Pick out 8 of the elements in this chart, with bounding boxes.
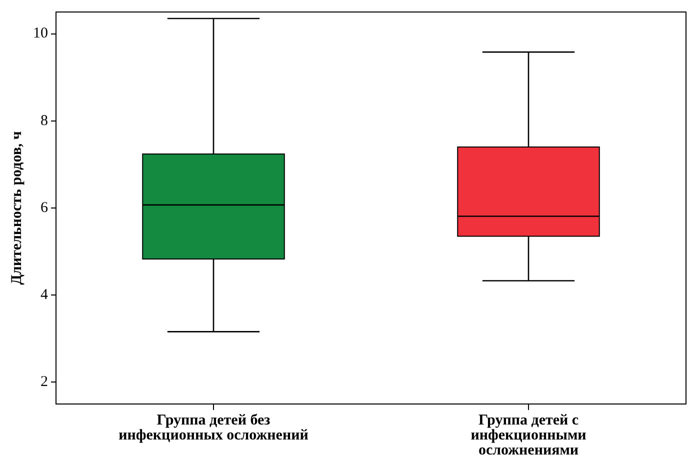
y-tick-label: 4: [40, 287, 48, 304]
y-axis-title: Длительность родов, ч: [8, 130, 25, 285]
y-tick-label: 10: [33, 26, 48, 42]
y-tick-label: 8: [40, 112, 48, 129]
y-tick-label: 2: [40, 374, 48, 390]
x-tick-label: Группа детей без инфекционных осложнений: [118, 412, 309, 444]
x-tick-label: Группа детей с инфекционными осложнениями: [470, 412, 587, 458]
y-tick-label: 6: [40, 200, 48, 216]
